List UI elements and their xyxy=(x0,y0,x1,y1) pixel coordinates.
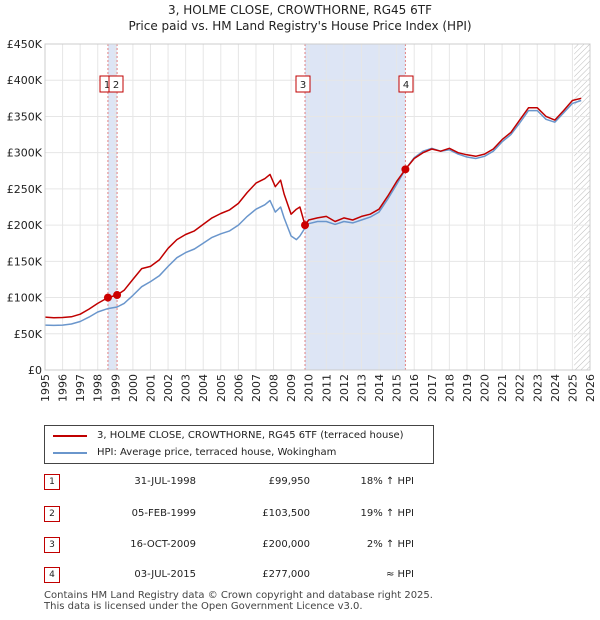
x-tick-label: 2003 xyxy=(180,374,193,402)
y-tick-label: £0 xyxy=(28,364,42,377)
transaction-date: 05-FEB-1999 xyxy=(131,508,196,519)
shaded-period xyxy=(107,44,118,370)
forecast-hatch xyxy=(574,44,590,370)
x-tick-label: 2013 xyxy=(355,374,368,402)
transaction-row: 1 31-JUL-1998 £99,950 18% ↑ HPI xyxy=(44,474,444,492)
transaction-number: 3 xyxy=(44,537,60,553)
legend-item-hpi: HPI: Average price, terraced house, Woki… xyxy=(53,445,336,460)
x-tick-label: 2023 xyxy=(531,374,544,402)
x-tick-label: 2014 xyxy=(373,374,386,402)
footer-copyright: Contains HM Land Registry data © Crown c… xyxy=(44,590,433,601)
transaction-date: 03-JUL-2015 xyxy=(134,569,196,580)
sale-label: 2 xyxy=(113,80,119,91)
y-tick-label: £150K xyxy=(7,255,43,268)
chart-subtitle: Price paid vs. HM Land Registry's House … xyxy=(128,19,472,33)
transaction-row: 3 16-OCT-2009 £200,000 2% ↑ HPI xyxy=(44,537,444,555)
x-tick-label: 2007 xyxy=(250,374,263,402)
property-price-line xyxy=(44,97,582,319)
legend-label-hpi: HPI: Average price, terraced house, Woki… xyxy=(97,447,337,458)
y-tick-label: £300K xyxy=(7,147,43,160)
plot-frame xyxy=(44,43,591,371)
chart-legend: 3, HOLME CLOSE, CROWTHORNE, RG45 6TF (te… xyxy=(44,425,434,464)
x-tick-label: 2024 xyxy=(549,374,562,402)
sale-marker xyxy=(401,165,410,174)
transaction-number: 1 xyxy=(44,474,60,490)
x-tick-label: 2005 xyxy=(215,374,228,402)
transaction-hpi: 2% ↑ HPI xyxy=(366,539,414,550)
footer-licence: This data is licensed under the Open Gov… xyxy=(44,601,363,612)
sale-marker xyxy=(301,221,310,230)
x-tick-label: 1998 xyxy=(92,374,105,402)
transaction-hpi: 18% ↑ HPI xyxy=(360,476,414,487)
y-tick-label: £450K xyxy=(7,38,43,51)
x-tick-label: 2016 xyxy=(408,374,421,402)
x-tick-label: 2015 xyxy=(391,374,404,402)
shaded-period xyxy=(305,44,406,370)
transaction-date: 16-OCT-2009 xyxy=(130,539,196,550)
x-tick-label: 2009 xyxy=(285,374,298,402)
x-tick-label: 1996 xyxy=(57,374,70,402)
x-tick-label: 2011 xyxy=(320,374,333,402)
transaction-hpi: 19% ↑ HPI xyxy=(360,508,414,519)
hpi-line xyxy=(44,99,582,327)
y-tick-label: £200K xyxy=(7,219,43,232)
y-tick-label: £350K xyxy=(7,110,43,123)
transaction-number: 2 xyxy=(44,506,60,522)
sale-label: 3 xyxy=(300,80,306,91)
y-tick-label: £250K xyxy=(7,183,43,196)
sale-label: 1 xyxy=(104,80,110,91)
x-tick-label: 2010 xyxy=(303,374,316,402)
x-tick-label: 2021 xyxy=(496,374,509,402)
x-tick-label: 2017 xyxy=(426,374,439,402)
x-tick-label: 2001 xyxy=(144,374,157,402)
x-tick-label: 2020 xyxy=(479,374,492,402)
y-tick-label: £50K xyxy=(14,328,43,341)
transaction-row: 4 03-JUL-2015 £277,000 ≈ HPI xyxy=(44,567,444,585)
transaction-row: 2 05-FEB-1999 £103,500 19% ↑ HPI xyxy=(44,506,444,524)
sale-marker xyxy=(113,291,122,300)
sale-marker xyxy=(103,293,112,302)
x-tick-label: 1999 xyxy=(109,374,122,402)
chart-title: 3, HOLME CLOSE, CROWTHORNE, RG45 6TF xyxy=(167,3,433,17)
x-tick-label: 2026 xyxy=(584,374,597,402)
x-tick-label: 1995 xyxy=(39,374,52,402)
x-tick-label: 2022 xyxy=(514,374,527,402)
x-tick-label: 2025 xyxy=(566,374,579,402)
transaction-date: 31-JUL-1998 xyxy=(134,476,196,487)
sale-label-box xyxy=(108,75,124,93)
sale-label-box xyxy=(295,75,311,93)
transaction-price: £200,000 xyxy=(262,539,310,550)
x-tick-label: 2008 xyxy=(268,374,281,402)
sale-label: 4 xyxy=(403,80,409,91)
x-tick-label: 2000 xyxy=(127,374,140,402)
x-tick-label: 2019 xyxy=(461,374,474,402)
legend-item-property: 3, HOLME CLOSE, CROWTHORNE, RG45 6TF (te… xyxy=(53,428,404,443)
transaction-price: £103,500 xyxy=(262,508,310,519)
transaction-number: 4 xyxy=(44,567,60,583)
x-tick-label: 2018 xyxy=(443,374,456,402)
y-tick-label: £400K xyxy=(7,74,43,87)
transaction-hpi: ≈ HPI xyxy=(385,569,414,580)
legend-label-property: 3, HOLME CLOSE, CROWTHORNE, RG45 6TF (te… xyxy=(97,430,404,441)
transaction-price: £277,000 xyxy=(262,569,310,580)
transaction-price: £99,950 xyxy=(268,476,310,487)
footer: Contains HM Land Registry data © Crown c… xyxy=(44,590,433,612)
legend-swatch-hpi xyxy=(53,451,87,454)
sale-label-box xyxy=(398,75,414,93)
x-tick-label: 2012 xyxy=(338,374,351,402)
legend-swatch-property xyxy=(53,434,87,437)
x-tick-label: 2004 xyxy=(197,374,210,402)
x-tick-label: 1997 xyxy=(74,374,87,402)
y-tick-label: £100K xyxy=(7,292,43,305)
x-tick-label: 2006 xyxy=(232,374,245,402)
x-tick-label: 2002 xyxy=(162,374,175,402)
